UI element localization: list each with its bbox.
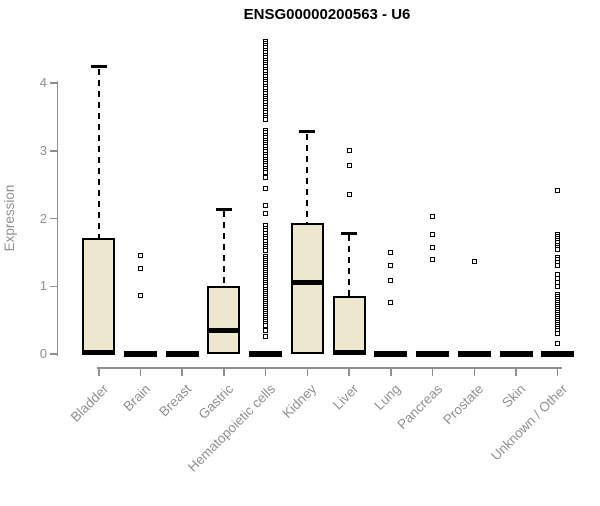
zero-bar-prostate: [457, 351, 491, 357]
y-axis-line: [56, 81, 58, 356]
y-tick-label: 2: [39, 210, 47, 226]
x-tick: [390, 367, 392, 376]
zero-bar-breast: [165, 351, 199, 357]
outlier-brain: [138, 293, 144, 299]
outlier-unknown-other: [555, 262, 561, 268]
outlier-hematopoietic-cells: [263, 333, 269, 339]
y-tick-label: 0: [39, 346, 47, 361]
median-gastric: [207, 328, 241, 334]
outlier-lung: [388, 278, 394, 284]
y-tick-label: 3: [39, 142, 47, 158]
outlier-pancreas: [430, 245, 436, 251]
whisker-bladder: [97, 68, 100, 238]
x-tick: [431, 367, 434, 376]
median-bladder: [82, 350, 116, 356]
zero-bar-skin: [499, 351, 533, 357]
y-tick-label: 1: [39, 278, 47, 294]
outlier-unknown-other: [555, 246, 561, 252]
y-tick: [50, 217, 57, 220]
outlier-pancreas: [430, 214, 436, 220]
x-tick: [181, 367, 183, 376]
outlier-lung: [388, 300, 394, 306]
outlier-brain: [138, 253, 144, 259]
y-tick: [50, 353, 57, 355]
outlier-hematopoietic-cells: [263, 175, 269, 181]
whisker-kidney: [306, 133, 309, 224]
box-kidney: [290, 223, 324, 354]
outlier-hematopoietic-cells: [263, 117, 269, 123]
outlier-hematopoietic-cells: [263, 211, 269, 217]
outlier-unknown-other: [555, 187, 561, 193]
whisker-cap-liver: [341, 231, 358, 235]
chart-title: ENSG00000200563 - U6: [243, 6, 411, 23]
outlier-hematopoietic-cells: [263, 323, 269, 329]
box-gastric: [207, 285, 241, 354]
x-tick: [306, 367, 309, 376]
zero-bar-brain: [124, 351, 158, 357]
whisker-liver: [348, 235, 351, 297]
outlier-hematopoietic-cells: [263, 327, 269, 333]
whisker-cap-bladder: [90, 65, 107, 69]
whisker-cap-kidney: [299, 130, 316, 134]
outlier-unknown-other: [555, 330, 561, 336]
outlier-hematopoietic-cells: [263, 202, 269, 208]
whisker-cap-gastric: [215, 207, 232, 211]
outlier-liver: [346, 192, 352, 198]
zero-bar-pancreas: [416, 351, 450, 357]
median-kidney: [290, 279, 324, 285]
x-tick: [98, 367, 100, 376]
outlier-lung: [388, 249, 394, 255]
outlier-prostate: [471, 258, 477, 264]
x-tick: [473, 367, 476, 376]
y-tick: [50, 285, 57, 288]
outlier-liver: [346, 148, 352, 154]
outlier-liver: [346, 162, 352, 168]
x-tick: [515, 367, 517, 376]
outlier-lung: [388, 263, 394, 269]
outlier-hematopoietic-cells: [263, 185, 269, 191]
x-tick: [264, 367, 267, 376]
x-tick: [556, 367, 559, 376]
y-tick-label: 4: [39, 75, 47, 91]
x-axis-line: [97, 367, 562, 369]
outlier-brain: [138, 266, 144, 272]
zero-bar-unknown-other: [541, 351, 575, 357]
zero-bar-hematopoietic-cells: [249, 351, 283, 357]
x-tick: [348, 367, 350, 376]
outlier-hematopoietic-cells: [263, 247, 269, 253]
box-bladder: [82, 237, 116, 354]
outlier-pancreas: [430, 256, 436, 262]
box-liver: [332, 296, 366, 354]
outlier-pancreas: [430, 231, 436, 237]
y-tick: [50, 150, 57, 152]
x-tick: [139, 367, 142, 376]
median-liver: [332, 350, 366, 356]
y-tick: [50, 82, 57, 84]
x-tick: [223, 367, 225, 376]
whisker-gastric: [222, 211, 225, 286]
outlier-unknown-other: [555, 283, 561, 289]
zero-bar-lung: [374, 351, 408, 357]
outlier-hematopoietic-cells: [263, 170, 269, 176]
outlier-unknown-other: [555, 340, 561, 346]
